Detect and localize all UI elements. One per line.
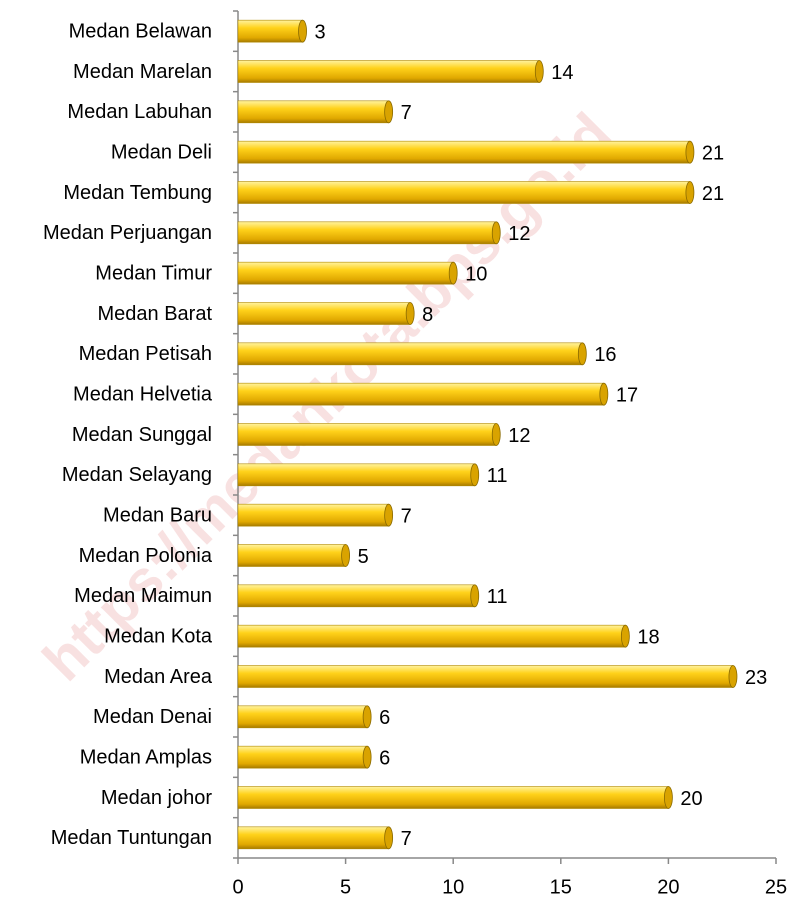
y-tick-label: Medan Denai — [93, 706, 212, 728]
bar-cap — [685, 181, 695, 204]
bar-cap — [470, 584, 480, 608]
y-tick-label: Medan Perjuangan — [43, 222, 212, 244]
value-label: 17 — [616, 384, 638, 406]
bar — [237, 140, 691, 164]
value-label: 11 — [487, 465, 508, 487]
value-label: 12 — [508, 425, 530, 447]
y-tick-label: Medan Marelan — [73, 61, 212, 83]
bar — [237, 100, 389, 124]
x-tick-label: 5 — [340, 876, 351, 898]
bar — [237, 423, 497, 446]
value-label: 12 — [508, 223, 530, 245]
bar-cap — [384, 100, 394, 124]
bar — [237, 503, 389, 527]
y-tick-label: Medan Labuhan — [67, 101, 212, 123]
bar — [237, 624, 626, 648]
bar — [237, 786, 669, 809]
value-label: 10 — [465, 263, 487, 285]
value-label: 20 — [680, 788, 702, 810]
value-label: 7 — [401, 505, 412, 527]
y-tick-label: Medan Kota — [104, 625, 213, 647]
bar-cap — [362, 705, 372, 729]
bar-cap — [341, 544, 351, 567]
bar — [237, 665, 734, 688]
bar — [237, 261, 454, 285]
value-label: 23 — [745, 667, 767, 689]
y-tick-label: Medan Area — [104, 666, 213, 688]
value-label: 3 — [315, 21, 326, 43]
value-label: 5 — [358, 546, 369, 568]
bar — [237, 221, 497, 245]
y-tick-label: Medan Amplas — [80, 746, 212, 768]
value-label: 7 — [401, 828, 412, 850]
y-tick-label: Medan Baru — [103, 504, 212, 526]
value-label: 6 — [379, 707, 390, 729]
bar-cap — [448, 261, 458, 285]
value-label: 21 — [702, 142, 724, 164]
bar-cap — [384, 503, 394, 527]
bar-cap — [599, 382, 609, 406]
bar-cap — [664, 786, 673, 809]
value-label: 8 — [422, 304, 433, 326]
value-label: 16 — [594, 344, 616, 366]
bar-cap — [470, 463, 480, 487]
bar-cap — [728, 665, 738, 688]
bar — [237, 382, 605, 406]
x-tick-label: 0 — [232, 876, 243, 898]
x-tick-label: 15 — [550, 876, 572, 898]
y-tick-label: Medan Sunggal — [72, 424, 212, 446]
y-tick-label: Medan Timur — [95, 262, 212, 284]
y-tick-label: Medan Tuntungan — [51, 827, 212, 849]
bar-cap — [620, 624, 630, 648]
bar — [237, 584, 476, 608]
bar — [237, 181, 691, 204]
bar-cap — [685, 140, 695, 164]
bar-cap — [534, 60, 544, 83]
value-label: 18 — [637, 626, 659, 648]
bar-cap — [577, 342, 587, 366]
x-tick-label: 20 — [657, 876, 679, 898]
x-tick-label: 10 — [442, 876, 464, 898]
y-tick-label: Medan Selayang — [62, 464, 212, 486]
value-label: 11 — [487, 586, 508, 608]
y-tick-label: Medan Polonia — [79, 545, 213, 567]
value-label: 21 — [702, 183, 724, 205]
bar-cap — [405, 302, 415, 325]
y-tick-label: Medan Helvetia — [73, 383, 213, 405]
y-tick-label: Medan Tembung — [63, 182, 212, 204]
y-tick-label: Medan Maimun — [74, 585, 212, 607]
bar — [237, 302, 411, 325]
bar — [237, 826, 389, 850]
bar-cap — [384, 826, 394, 850]
y-tick-label: Medan Barat — [97, 303, 212, 325]
bar-cap — [491, 221, 501, 245]
bar — [237, 60, 540, 83]
bar — [237, 544, 346, 567]
y-tick-label: Medan Belawan — [69, 20, 212, 42]
bar — [237, 705, 368, 729]
bar — [237, 463, 476, 487]
y-tick-label: Medan johor — [101, 787, 213, 809]
value-label: 6 — [379, 747, 390, 769]
y-tick-label: Medan Petisah — [79, 343, 212, 365]
bar-cap — [362, 745, 372, 769]
value-label: 14 — [551, 62, 573, 84]
y-tick-label: Medan Deli — [111, 141, 212, 163]
bar — [237, 19, 303, 43]
value-label: 7 — [401, 102, 412, 124]
bar — [237, 745, 368, 769]
bar — [237, 342, 583, 366]
bar-cap — [298, 19, 307, 43]
x-tick-label: 25 — [765, 876, 787, 898]
bar-cap — [491, 423, 501, 446]
